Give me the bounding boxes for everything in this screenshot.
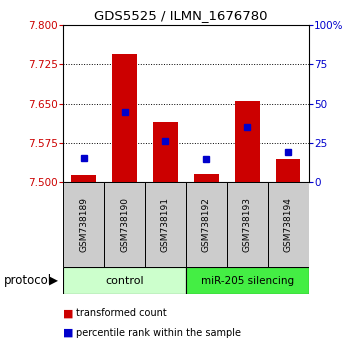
Text: percentile rank within the sample: percentile rank within the sample (76, 328, 241, 338)
Text: GSM738190: GSM738190 (120, 197, 129, 252)
Text: GDS5525 / ILMN_1676780: GDS5525 / ILMN_1676780 (94, 9, 267, 22)
Bar (104, 182, 145, 267)
Text: ■: ■ (63, 308, 74, 318)
Text: GSM738189: GSM738189 (79, 197, 88, 252)
Bar (186, 267, 309, 294)
Text: GSM738192: GSM738192 (202, 197, 211, 252)
Bar (268, 182, 309, 267)
Bar (235, 101, 260, 182)
Bar (276, 159, 300, 182)
Bar (186, 182, 227, 267)
Text: protocol: protocol (4, 274, 52, 287)
Bar (112, 54, 137, 182)
Text: GSM738191: GSM738191 (161, 197, 170, 252)
Bar (153, 122, 178, 182)
Text: ▶: ▶ (49, 274, 58, 287)
Text: GSM738194: GSM738194 (284, 197, 293, 252)
Bar (227, 182, 268, 267)
Text: transformed count: transformed count (76, 308, 166, 318)
Bar (63, 182, 104, 267)
Text: GSM738193: GSM738193 (243, 197, 252, 252)
Bar (194, 175, 219, 182)
Text: miR-205 silencing: miR-205 silencing (201, 275, 294, 286)
Bar (63, 267, 186, 294)
Bar (71, 176, 96, 182)
Text: ■: ■ (63, 328, 74, 338)
Text: control: control (105, 275, 144, 286)
Bar (145, 182, 186, 267)
